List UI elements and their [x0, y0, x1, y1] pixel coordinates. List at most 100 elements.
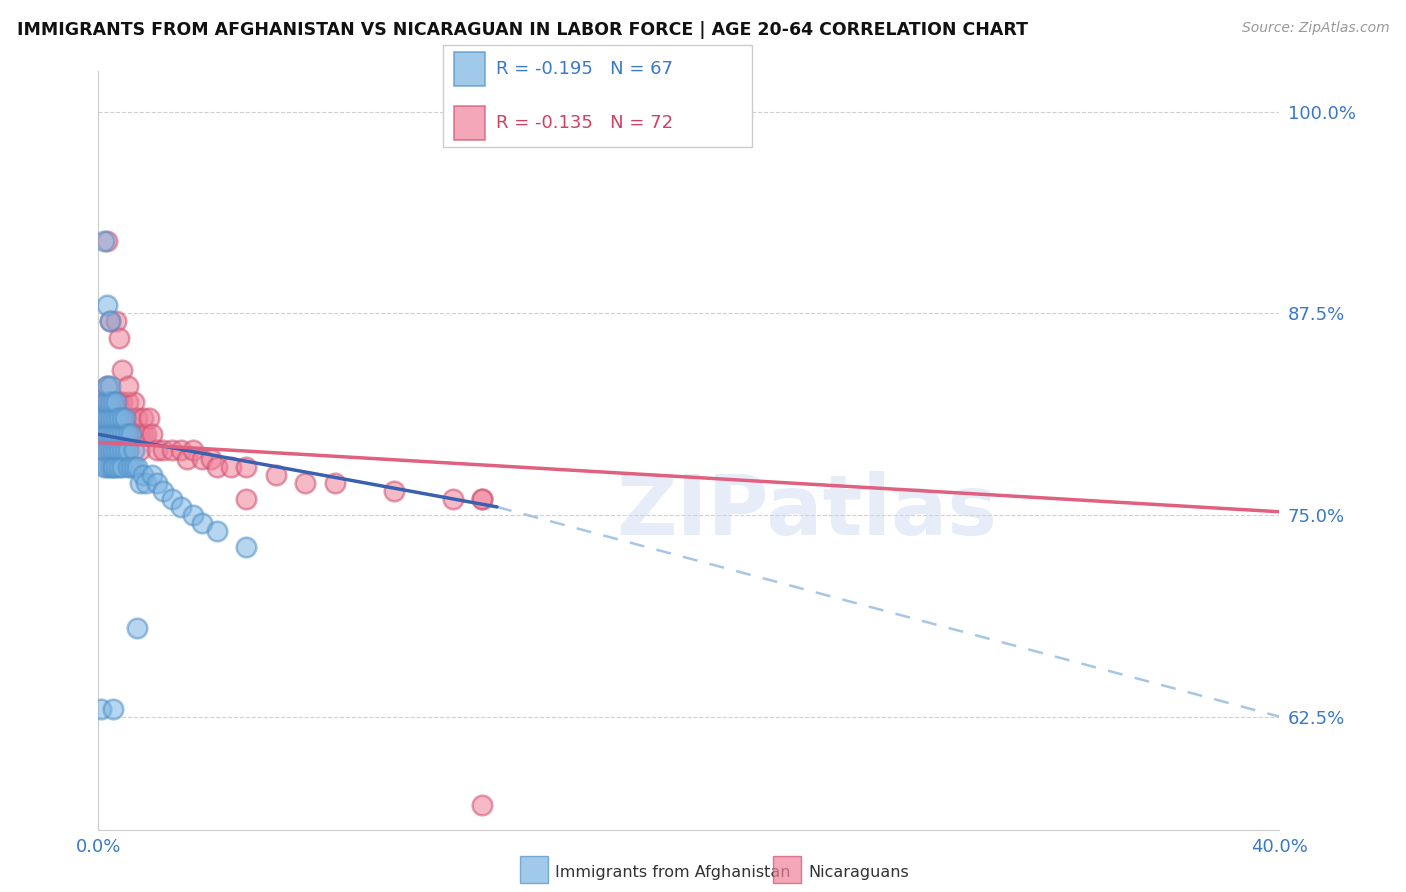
- Point: [105, 411, 128, 425]
- Point: [117, 443, 139, 458]
- Point: [93, 395, 115, 409]
- Text: IMMIGRANTS FROM AFGHANISTAN VS NICARAGUAN IN LABOR FORCE | AGE 20-64 CORRELATION: IMMIGRANTS FROM AFGHANISTAN VS NICARAGUA…: [17, 21, 1028, 39]
- Point: [96, 411, 118, 425]
- Point: [221, 459, 243, 474]
- Point: [105, 427, 128, 442]
- Point: [264, 467, 287, 482]
- Point: [117, 443, 139, 458]
- Point: [122, 427, 145, 442]
- Point: [96, 379, 118, 393]
- Point: [108, 395, 131, 409]
- Text: Nicaraguans: Nicaraguans: [808, 865, 910, 880]
- Point: [125, 621, 148, 635]
- Point: [93, 395, 115, 409]
- Point: [93, 427, 115, 442]
- Point: [96, 443, 118, 458]
- Point: [114, 443, 136, 458]
- Point: [93, 443, 115, 458]
- Point: [471, 491, 494, 506]
- Point: [103, 411, 125, 425]
- Point: [105, 443, 128, 458]
- Point: [96, 298, 118, 312]
- Point: [98, 314, 121, 328]
- Point: [108, 443, 131, 458]
- Point: [205, 524, 228, 538]
- Point: [117, 427, 139, 442]
- Point: [111, 427, 134, 442]
- Point: [128, 427, 150, 442]
- Point: [235, 541, 257, 555]
- Point: [108, 427, 131, 442]
- Point: [96, 411, 118, 425]
- Point: [132, 467, 155, 482]
- Point: [98, 443, 121, 458]
- Point: [205, 459, 228, 474]
- Point: [98, 411, 121, 425]
- Point: [103, 459, 125, 474]
- Point: [90, 427, 112, 442]
- Point: [93, 234, 115, 248]
- Point: [162, 443, 183, 458]
- Point: [122, 443, 145, 458]
- Point: [111, 363, 134, 377]
- Point: [105, 314, 128, 328]
- Point: [135, 475, 157, 490]
- Point: [98, 443, 121, 458]
- Text: R = -0.195   N = 67: R = -0.195 N = 67: [496, 60, 673, 78]
- Point: [117, 395, 139, 409]
- Point: [98, 427, 121, 442]
- Point: [108, 411, 131, 425]
- Point: [114, 427, 136, 442]
- Point: [90, 411, 112, 425]
- Point: [93, 411, 115, 425]
- Point: [471, 491, 494, 506]
- Point: [103, 701, 125, 715]
- Point: [176, 451, 198, 466]
- Point: [125, 411, 148, 425]
- Point: [103, 459, 125, 474]
- Point: [105, 395, 128, 409]
- Point: [98, 395, 121, 409]
- Point: [105, 395, 128, 409]
- Point: [114, 411, 136, 425]
- Point: [96, 427, 118, 442]
- Point: [103, 443, 125, 458]
- Point: [122, 395, 145, 409]
- Point: [108, 459, 131, 474]
- Point: [103, 395, 125, 409]
- Point: [138, 411, 160, 425]
- Point: [128, 443, 150, 458]
- Point: [181, 443, 204, 458]
- Point: [98, 427, 121, 442]
- Point: [141, 427, 163, 442]
- Point: [98, 314, 121, 328]
- Point: [294, 475, 316, 490]
- Point: [117, 459, 139, 474]
- Point: [170, 500, 193, 514]
- Point: [111, 411, 134, 425]
- Point: [114, 411, 136, 425]
- Point: [90, 427, 112, 442]
- Point: [146, 475, 169, 490]
- Point: [135, 427, 157, 442]
- Point: [105, 459, 128, 474]
- Point: [235, 491, 257, 506]
- Point: [98, 411, 121, 425]
- Point: [103, 427, 125, 442]
- Text: ZIPatlas: ZIPatlas: [617, 471, 997, 551]
- Text: R = -0.135   N = 72: R = -0.135 N = 72: [496, 114, 673, 132]
- Point: [125, 427, 148, 442]
- Point: [111, 427, 134, 442]
- Point: [146, 443, 169, 458]
- Point: [191, 451, 214, 466]
- Point: [103, 443, 125, 458]
- Point: [108, 411, 131, 425]
- Point: [191, 516, 214, 530]
- Point: [98, 459, 121, 474]
- Point: [103, 395, 125, 409]
- Point: [200, 451, 222, 466]
- Point: [120, 427, 142, 442]
- Point: [98, 395, 121, 409]
- Point: [122, 459, 145, 474]
- Point: [103, 411, 125, 425]
